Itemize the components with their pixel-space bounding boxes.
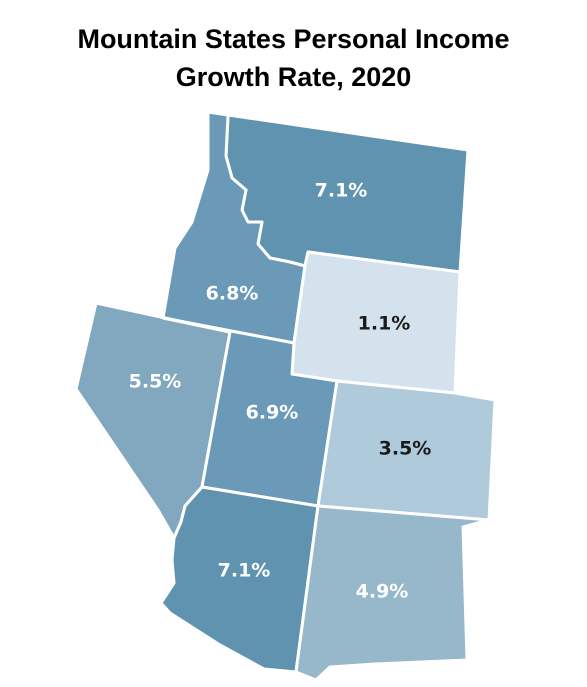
label-idaho: 6.8% bbox=[206, 283, 259, 305]
label-utah: 6.9% bbox=[246, 402, 299, 424]
label-nevada: 5.5% bbox=[129, 371, 182, 393]
label-colorado: 3.5% bbox=[379, 438, 432, 460]
map-title: Mountain States Personal Income Growth R… bbox=[0, 20, 587, 96]
label-new-mexico: 4.9% bbox=[356, 581, 409, 603]
state-new-mexico[interactable] bbox=[294, 504, 491, 682]
label-arizona: 7.1% bbox=[218, 560, 271, 582]
map-title-line-1: Mountain States Personal Income bbox=[77, 24, 510, 54]
label-montana: 7.1% bbox=[315, 180, 368, 202]
state-idaho[interactable] bbox=[161, 110, 307, 345]
state-colorado[interactable] bbox=[316, 379, 497, 522]
label-wyoming: 1.1% bbox=[358, 313, 411, 335]
map-title-line-2: Growth Rate, 2020 bbox=[175, 62, 412, 92]
